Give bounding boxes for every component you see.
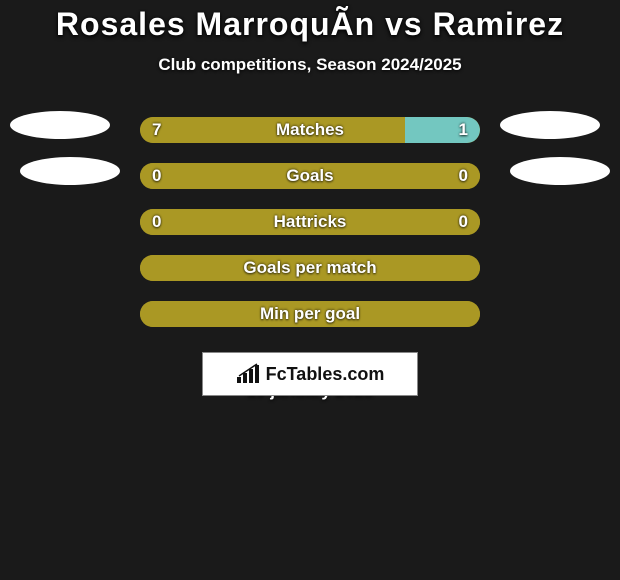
stat-row: Hattricks0 0	[0, 209, 620, 239]
stat-bar: Matches7 1	[140, 117, 480, 143]
stat-row: Min per goal	[0, 301, 620, 331]
logo-text: FcTables.com	[266, 364, 385, 385]
stat-bar: Goals0 0	[140, 163, 480, 189]
logo-box: FcTables.com	[202, 352, 418, 396]
stat-value-right: 1	[459, 117, 468, 143]
stat-value-left: 7	[152, 117, 161, 143]
stat-value-right: 0	[459, 209, 468, 235]
stat-row: Goals per match	[0, 255, 620, 285]
stat-label: Min per goal	[140, 301, 480, 327]
stat-value-left: 0	[152, 209, 161, 235]
left-player-marker	[20, 157, 120, 185]
stat-label: Matches	[140, 117, 480, 143]
stat-label: Hattricks	[140, 209, 480, 235]
bar-chart-icon	[236, 363, 260, 385]
stat-bar: Min per goal	[140, 301, 480, 327]
stat-label: Goals	[140, 163, 480, 189]
left-player-marker	[10, 111, 110, 139]
right-player-marker	[510, 157, 610, 185]
page-title: Rosales MarroquÃ­n vs Ramirez	[0, 0, 620, 43]
stat-value-left: 0	[152, 163, 161, 189]
comparison-chart: Matches71Goals00Hattricks00Goals per mat…	[0, 117, 620, 367]
stat-label: Goals per match	[140, 255, 480, 281]
stat-bar: Hattricks0 0	[140, 209, 480, 235]
right-player-marker	[500, 111, 600, 139]
stat-row: Matches7 1	[0, 117, 620, 147]
stat-bar: Goals per match	[140, 255, 480, 281]
subtitle: Club competitions, Season 2024/2025	[0, 55, 620, 75]
stat-row: Goals0 0	[0, 163, 620, 193]
stat-value-right: 0	[459, 163, 468, 189]
